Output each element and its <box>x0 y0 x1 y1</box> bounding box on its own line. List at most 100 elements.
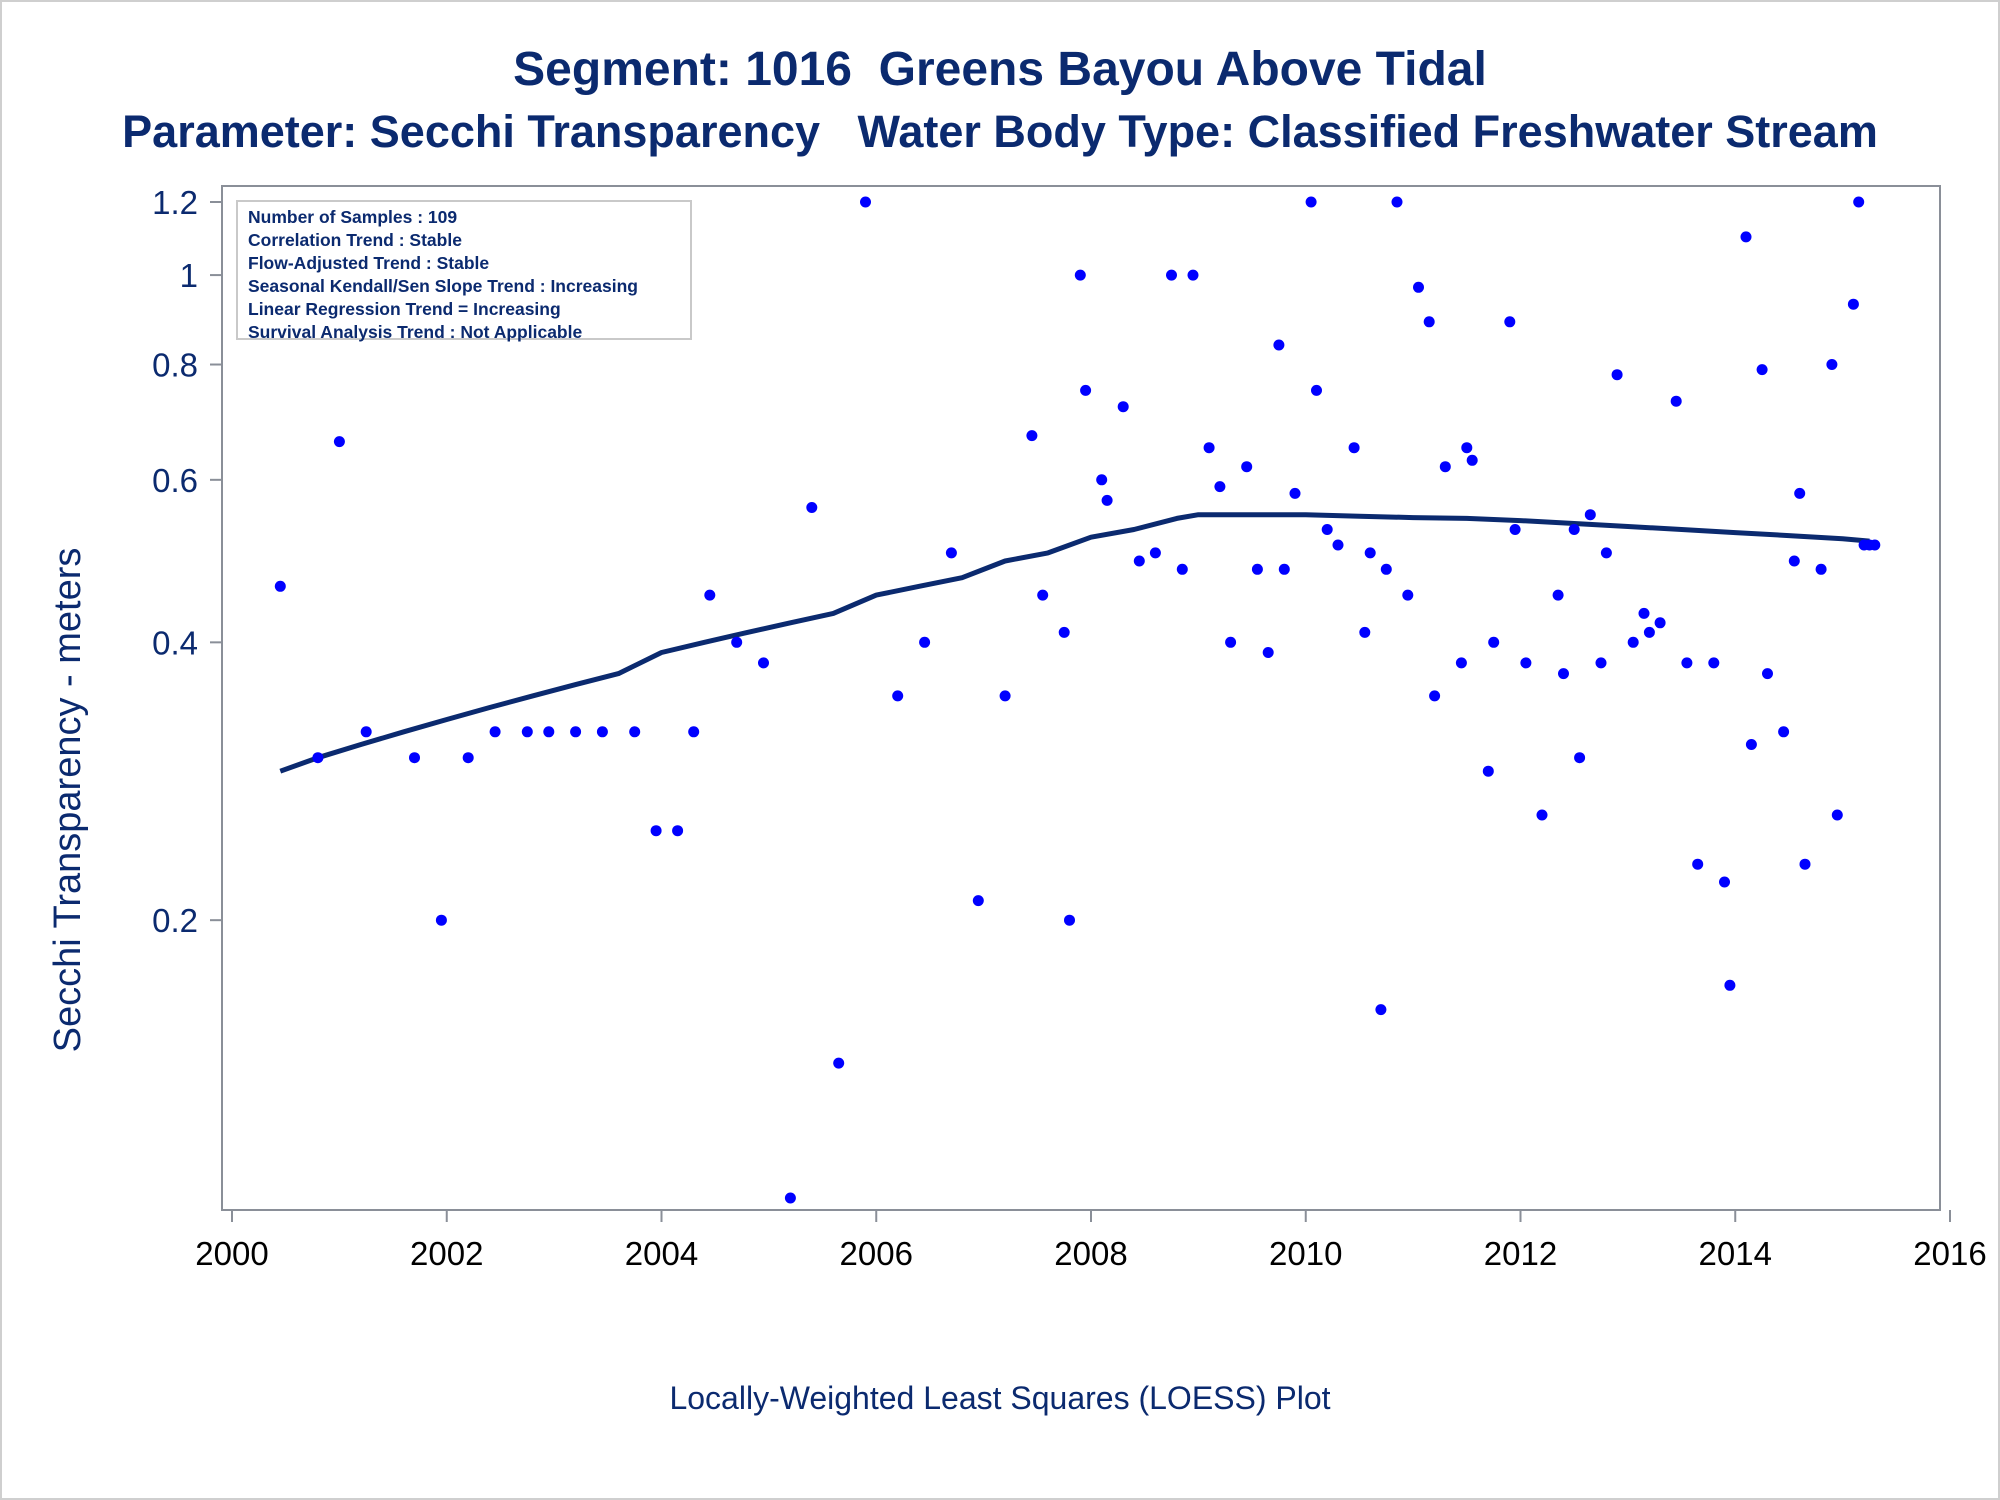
data-point <box>672 825 684 837</box>
y-axis-title: Secchi Transparency - meters <box>47 548 89 1053</box>
data-point <box>1826 359 1838 370</box>
data-point <box>919 636 931 648</box>
data-point <box>360 726 372 738</box>
data-point <box>650 825 662 837</box>
x-tick-label: 2008 <box>1054 1235 1127 1272</box>
chart-title: Segment: 1016 Greens Bayou Above Tidal <box>513 43 1487 96</box>
data-point <box>1611 369 1623 381</box>
y-tick-label: 0.8 <box>152 347 198 384</box>
data-point <box>1241 461 1253 473</box>
data-point <box>704 589 716 601</box>
y-tick-label: 0.6 <box>152 462 198 499</box>
data-point <box>1214 481 1226 493</box>
data-point <box>1176 563 1188 575</box>
data-point <box>1203 442 1215 454</box>
y-tick-label: 1 <box>180 257 198 294</box>
data-point <box>462 752 474 764</box>
y-tick-label: 1.2 <box>152 184 198 221</box>
data-point <box>1096 474 1108 486</box>
data-point <box>1305 196 1317 208</box>
trend-summary-line: Flow-Adjusted Trend : Stable <box>248 253 490 273</box>
data-point <box>784 1192 796 1204</box>
data-point <box>1455 657 1467 669</box>
data-point <box>1413 281 1424 293</box>
data-point <box>1568 524 1580 535</box>
data-point <box>1225 636 1237 648</box>
loess-line <box>279 512 1870 774</box>
y-tick-label: 0.4 <box>152 624 198 661</box>
x-tick-label: 2006 <box>840 1235 913 1272</box>
x-tick-label: 2016 <box>1913 1235 1986 1272</box>
data-point <box>1794 487 1806 499</box>
data-point <box>1466 454 1478 466</box>
trend-summary-line: Number of Samples : 109 <box>248 207 458 227</box>
data-point <box>1461 442 1473 454</box>
data-point <box>1074 269 1086 281</box>
data-point <box>1504 316 1516 328</box>
data-point <box>999 690 1011 702</box>
data-point <box>1745 739 1757 750</box>
data-point <box>596 726 608 738</box>
data-point <box>1654 617 1666 629</box>
data-point <box>1584 509 1596 521</box>
trend-summary-line: Correlation Trend : Stable <box>248 230 462 250</box>
data-point <box>1289 487 1301 499</box>
data-point <box>1847 298 1859 310</box>
data-point <box>1643 626 1655 638</box>
data-point <box>1740 231 1752 243</box>
data-point <box>1391 196 1403 208</box>
data-point <box>1380 563 1392 575</box>
data-point <box>1681 657 1693 669</box>
data-point <box>521 726 533 738</box>
data-point <box>274 580 286 592</box>
data-point <box>1187 269 1199 281</box>
data-point <box>1273 339 1285 351</box>
data-point <box>1375 1004 1387 1016</box>
data-point <box>1359 626 1371 638</box>
x-tick-label: 2010 <box>1269 1235 1342 1272</box>
data-point <box>1117 401 1129 413</box>
data-point <box>1429 690 1441 702</box>
data-point <box>543 726 555 738</box>
data-point <box>1600 547 1612 559</box>
data-point <box>1149 547 1161 559</box>
data-point <box>1332 539 1344 551</box>
data-point <box>1488 636 1500 648</box>
trend-summary-box: Number of Samples : 109 Correlation Trend… <box>236 200 692 342</box>
data-point <box>435 914 447 926</box>
data-point <box>1869 539 1881 551</box>
data-point <box>1423 316 1435 328</box>
data-point <box>1756 364 1768 376</box>
data-point <box>1064 914 1075 926</box>
data-point <box>1762 668 1773 680</box>
data-point <box>1778 726 1790 738</box>
data-point <box>1638 607 1650 619</box>
data-point <box>1262 647 1274 658</box>
data-point <box>1692 858 1704 870</box>
data-point <box>1402 589 1414 601</box>
data-point <box>892 690 904 702</box>
data-point <box>1058 626 1070 638</box>
data-point <box>1558 668 1569 680</box>
data-point <box>1311 384 1322 396</box>
data-point <box>1815 563 1827 575</box>
data-point <box>945 547 957 559</box>
data-point <box>758 657 769 669</box>
data-point <box>1853 196 1865 208</box>
data-point <box>489 726 501 738</box>
data-point <box>1724 979 1736 991</box>
data-point <box>1133 555 1145 567</box>
data-point <box>1831 809 1843 821</box>
data-point <box>1348 442 1360 454</box>
data-point <box>1670 395 1682 407</box>
x-tick-label: 2002 <box>410 1235 483 1272</box>
data-point <box>1166 269 1177 281</box>
data-point <box>570 726 582 738</box>
data-point <box>333 436 345 448</box>
plot-footnote: Locally-Weighted Least Squares (LOESS) P… <box>669 1380 1331 1416</box>
data-point <box>1101 494 1113 506</box>
data-point <box>1520 657 1532 669</box>
chart-subtitle: Parameter: Secchi Transparency Water Bod… <box>122 106 1878 157</box>
data-point <box>1536 809 1548 821</box>
trend-summary-line: Survival Analysis Trend : Not Applicable <box>248 322 583 342</box>
